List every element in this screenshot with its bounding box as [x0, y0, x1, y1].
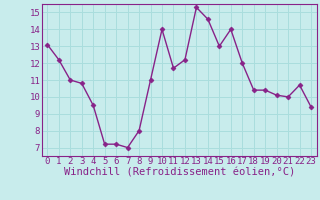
X-axis label: Windchill (Refroidissement éolien,°C): Windchill (Refroidissement éolien,°C)	[64, 168, 295, 178]
